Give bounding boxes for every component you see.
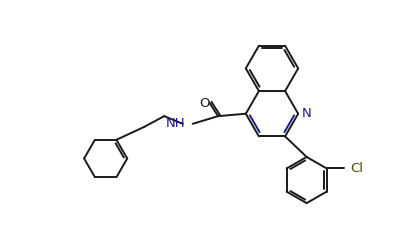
Text: Cl: Cl xyxy=(350,162,363,175)
Text: N: N xyxy=(302,107,312,120)
Text: NH: NH xyxy=(166,117,186,130)
Text: O: O xyxy=(199,97,210,110)
